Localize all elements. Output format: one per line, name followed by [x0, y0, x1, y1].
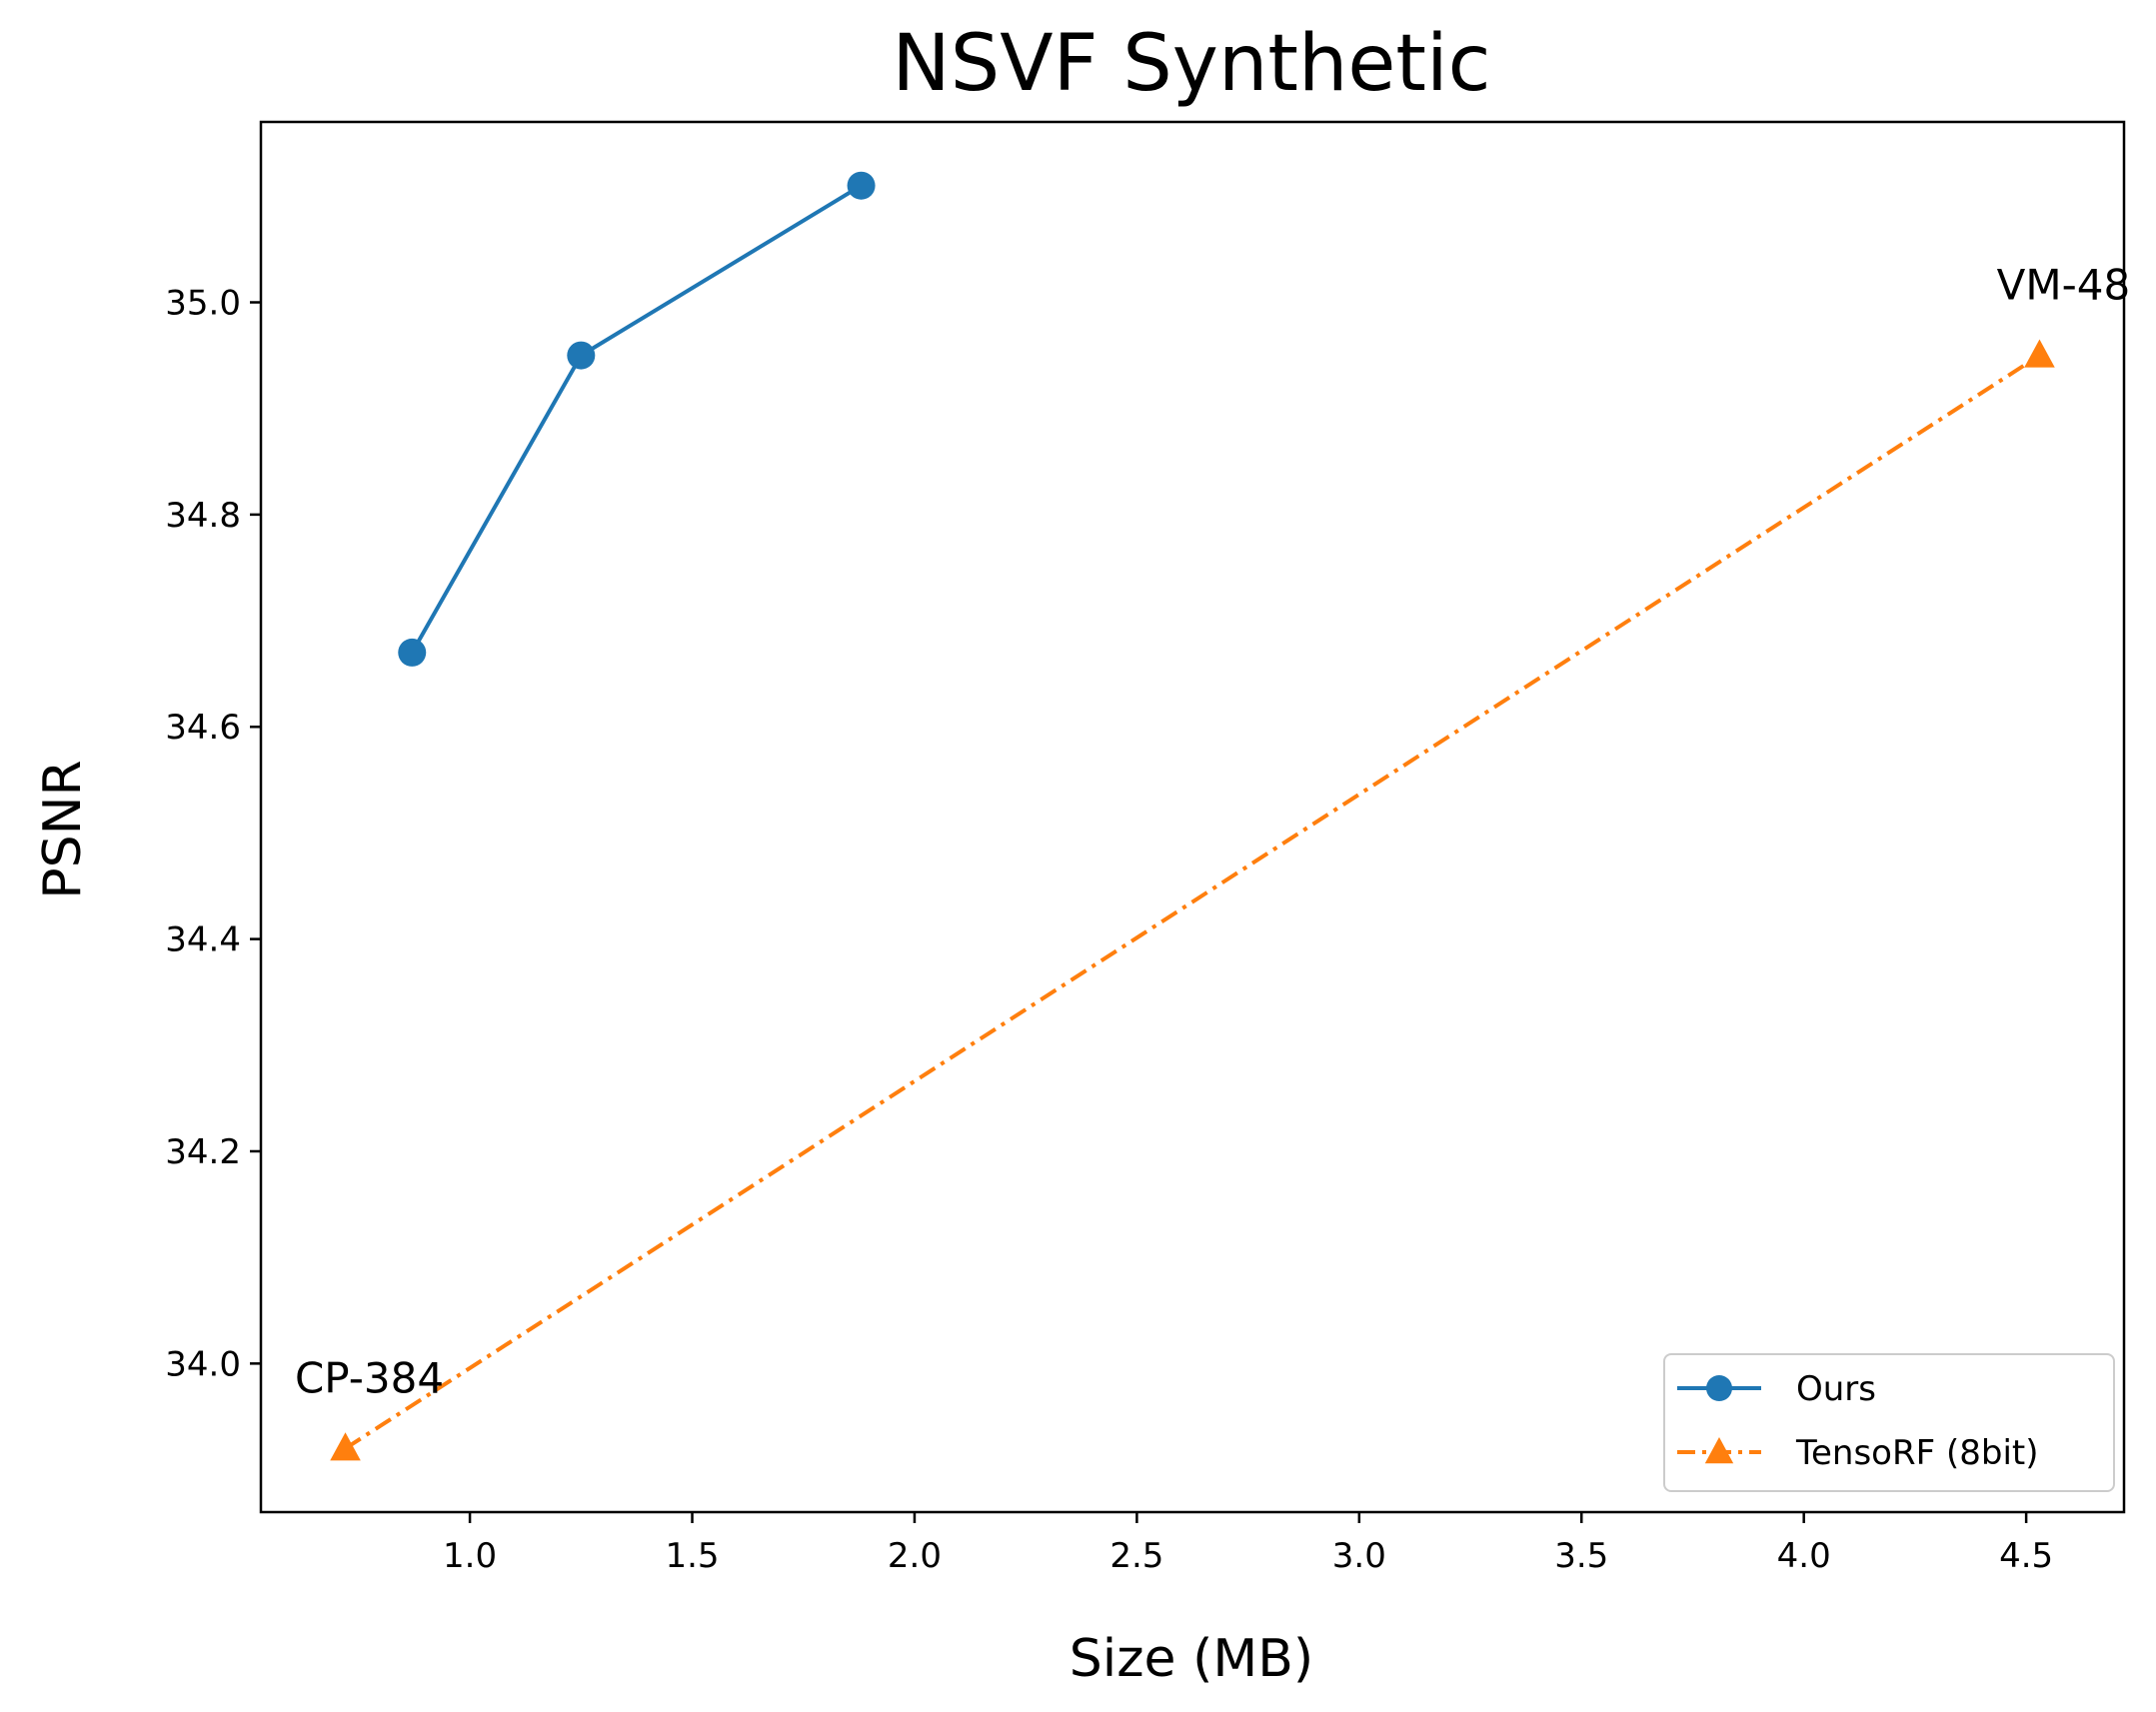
- series-0-point: [567, 341, 596, 370]
- y-tick-label: 34.6: [165, 708, 241, 748]
- legend-marker-0: [1706, 1375, 1732, 1401]
- y-tick-label: 34.0: [165, 1344, 241, 1384]
- series-0-point: [398, 638, 427, 667]
- x-tick-label: 1.0: [443, 1536, 497, 1576]
- legend-label: TensoRF (8bit): [1795, 1433, 2038, 1473]
- x-tick-label: 2.0: [888, 1536, 942, 1576]
- y-axis: 34.0 34.2 34.4 34.6 34.8 35.0: [165, 284, 261, 1384]
- annotation-label: VM-48: [1997, 261, 2131, 310]
- series-line-1: [344, 353, 2041, 1450]
- annotations: CP-384 VM-48: [295, 261, 2130, 1403]
- x-tick-label: 4.5: [1999, 1536, 2053, 1576]
- x-tick-label: 3.5: [1554, 1536, 1608, 1576]
- y-tick-label: 35.0: [165, 284, 241, 324]
- y-axis-label: PSNR: [33, 760, 93, 898]
- legend-box: [1663, 1353, 2115, 1492]
- x-tick-label: 3.0: [1332, 1536, 1386, 1576]
- series-1-point: [2024, 339, 2055, 368]
- x-tick-label: 1.5: [665, 1536, 719, 1576]
- series-1-point: [330, 1432, 361, 1461]
- x-axis-label: Size (MB): [1070, 1629, 1313, 1689]
- plot-frame: [259, 120, 2126, 1514]
- x-tick-label: 2.5: [1109, 1536, 1163, 1576]
- legend-marker-1: [1704, 1437, 1734, 1464]
- legend-label: Ours: [1796, 1369, 1876, 1409]
- x-axis: 1.0 1.5 2.0 2.5 3.0 3.5 4.0 4.5: [443, 1512, 2053, 1576]
- series-0-point: [847, 171, 876, 200]
- legend: Ours TensoRF (8bit): [1663, 1353, 2115, 1492]
- annotation-label: CP-384: [295, 1353, 444, 1402]
- y-tick-label: 34.4: [165, 920, 241, 960]
- y-tick-label: 34.2: [165, 1132, 241, 1172]
- series-layer: [330, 171, 2055, 1461]
- y-tick-label: 34.8: [165, 496, 241, 536]
- plot-area: [259, 120, 2126, 1514]
- chart-title: NSVF Synthetic: [892, 19, 1490, 109]
- x-tick-label: 4.0: [1777, 1536, 1831, 1576]
